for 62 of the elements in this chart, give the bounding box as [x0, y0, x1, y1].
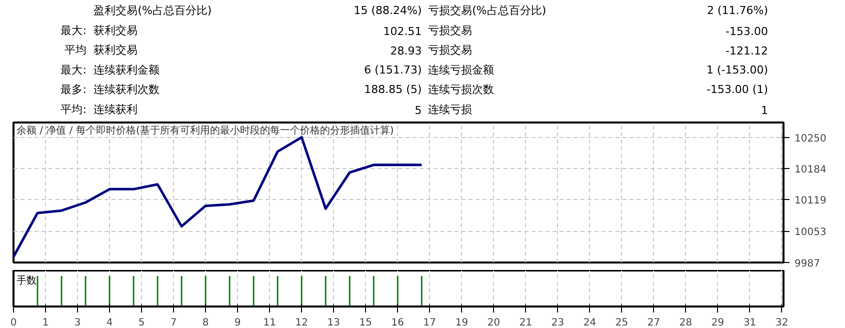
text: 亏损交易 [428, 24, 472, 37]
x-tick-label: 23 [551, 318, 564, 328]
text: 亏损交易 [428, 44, 472, 57]
text: 102.51 [383, 24, 422, 38]
text: -153.00 [726, 24, 768, 38]
text: 1 [761, 104, 768, 117]
text: 连续亏损金额 [428, 63, 494, 76]
y-tick-label: 10053 [794, 227, 826, 238]
x-tick-label: 20 [487, 318, 500, 328]
text: 亏损交易(%占总百分比) [428, 4, 546, 17]
x-tick-label: 24 [583, 318, 596, 328]
x-tick-label: 28 [679, 318, 692, 328]
x-tick-label: 32 [775, 318, 788, 328]
x-tick-label: 21 [519, 318, 532, 328]
text: 盈利交易(%占总百分比) [94, 4, 212, 17]
text: 188.85 (5) [364, 83, 422, 96]
text: -121.12 [726, 44, 768, 58]
text: 最大: [60, 63, 86, 76]
x-tick-label: 11 [263, 318, 276, 328]
text: 最多: [60, 83, 86, 96]
x-tick-label: 3 [74, 318, 81, 328]
x-tick-label: 8 [202, 318, 209, 328]
x-tick-label: 16 [391, 318, 404, 328]
text: 连续亏损 [428, 103, 472, 116]
text: 连续获利 [94, 103, 138, 116]
x-tick-label: 4 [106, 318, 113, 328]
line-series [14, 136, 423, 258]
y-tick-label: 10119 [794, 196, 826, 207]
text: 获利交易 [94, 44, 138, 57]
x-tick-label: 9 [234, 318, 241, 328]
x-tick-label: 13 [327, 318, 340, 328]
text: 6 (151.73) [364, 63, 422, 76]
text: 平均 [64, 44, 86, 57]
x-tick-label: 5 [138, 318, 145, 328]
text: 连续获利金额 [94, 63, 160, 76]
chart-title: 手数 [16, 274, 36, 286]
text: 获利交易 [94, 24, 138, 37]
x-tick-label: 1 [42, 318, 49, 328]
chart-title: 余额 / 净值 / 每个即时价格(基于所有可利用的最小时段的每一个价格的分形插值计算) [16, 124, 394, 136]
x-tick-label: 27 [647, 318, 660, 328]
text: 最大: [60, 24, 86, 37]
x-tick-label: 12 [295, 318, 308, 328]
x-tick-label: 0 [10, 318, 17, 328]
y-tick-label: 10184 [794, 164, 826, 176]
x-tick-label: 31 [743, 318, 756, 328]
x-tick-label: 17 [423, 318, 436, 328]
text: 连续获利次数 [94, 83, 160, 96]
x-tick-label: 15 [359, 318, 372, 328]
text: 28.93 [390, 44, 422, 58]
text: 1 (-153.00) [706, 63, 768, 76]
x-tick-label: 25 [615, 318, 628, 328]
text: 平均: [60, 103, 86, 116]
text: 15 (88.24%) [354, 4, 422, 17]
text: 连续亏损次数 [428, 83, 494, 96]
text: 5 [414, 104, 422, 117]
text: -153.00 (1) [706, 83, 768, 96]
text: 2 (11.76%) [706, 4, 768, 17]
y-tick-label: 10250 [794, 133, 826, 144]
x-tick-label: 19 [455, 318, 468, 328]
y-tick-label: 9987 [794, 258, 820, 270]
x-tick-label: 7 [170, 318, 177, 328]
x-tick-label: 29 [711, 318, 724, 328]
